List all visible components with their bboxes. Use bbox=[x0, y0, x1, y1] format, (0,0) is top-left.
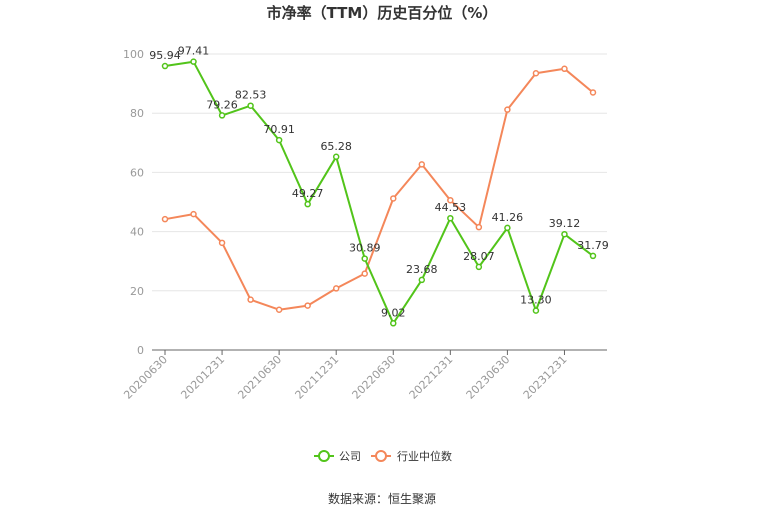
data-point bbox=[332, 153, 340, 161]
data-label: 70.91 bbox=[263, 123, 295, 136]
data-point bbox=[475, 223, 483, 231]
data-point bbox=[275, 306, 283, 313]
data-point bbox=[361, 255, 368, 262]
data-point bbox=[532, 69, 540, 77]
data-point bbox=[247, 102, 254, 109]
data-label: 44.53 bbox=[435, 201, 467, 214]
legend: 公司 行业中位数 bbox=[314, 449, 452, 463]
data-label: 82.53 bbox=[235, 89, 267, 102]
data-point bbox=[390, 320, 397, 327]
data-label: 39.12 bbox=[549, 217, 581, 230]
data-label: 9.02 bbox=[381, 306, 406, 319]
data-label: 13.30 bbox=[520, 294, 552, 307]
legend-label: 公司 bbox=[339, 450, 361, 463]
data-point bbox=[304, 200, 311, 208]
data-point bbox=[589, 89, 597, 96]
data-label: 23.68 bbox=[406, 263, 438, 276]
y-tick-label: 60 bbox=[130, 166, 144, 179]
data-point bbox=[475, 263, 483, 271]
data-point bbox=[332, 285, 340, 292]
y-tick-label: 0 bbox=[137, 344, 144, 357]
y-tick-label: 100 bbox=[123, 48, 144, 61]
data-point bbox=[418, 276, 426, 284]
data-point bbox=[589, 252, 597, 260]
source-note: 数据来源：恒生聚源 bbox=[328, 491, 436, 506]
legend-label: 行业中位数 bbox=[397, 449, 452, 463]
data-point bbox=[218, 239, 226, 247]
data-point bbox=[390, 195, 397, 202]
data-point bbox=[447, 196, 454, 204]
data-point bbox=[361, 270, 368, 277]
data-point bbox=[304, 302, 311, 309]
y-tick-label: 20 bbox=[130, 285, 144, 298]
y-tick-label: 40 bbox=[130, 226, 144, 239]
data-point bbox=[418, 161, 426, 168]
x-tick-label: 20230630 bbox=[464, 353, 513, 402]
y-axis: 0 20 40 60 80 100 bbox=[123, 48, 144, 357]
data-point bbox=[504, 224, 511, 232]
data-point bbox=[561, 230, 568, 238]
data-point bbox=[247, 296, 254, 303]
x-tick-label: 20211231 bbox=[293, 353, 342, 402]
data-label: 65.28 bbox=[320, 140, 352, 153]
data-point bbox=[190, 210, 197, 218]
series-layer bbox=[161, 58, 597, 327]
data-label: 97.41 bbox=[178, 45, 210, 58]
data-label: 95.94 bbox=[149, 49, 181, 62]
data-label: 31.79 bbox=[577, 239, 609, 252]
x-tick-label: 20220630 bbox=[350, 353, 399, 402]
data-point bbox=[161, 215, 169, 223]
x-tick-label: 20200630 bbox=[121, 353, 170, 402]
data-point bbox=[532, 307, 540, 314]
x-tick-label: 20201231 bbox=[178, 353, 227, 402]
data-label: 49.27 bbox=[292, 187, 324, 200]
data-point bbox=[275, 136, 283, 144]
data-point bbox=[561, 65, 568, 73]
data-point bbox=[504, 106, 511, 113]
data-label: 79.26 bbox=[206, 98, 238, 111]
data-label: 41.26 bbox=[492, 211, 524, 224]
x-tick-label: 20210630 bbox=[235, 353, 284, 402]
data-point bbox=[447, 214, 454, 222]
legend-marker bbox=[318, 450, 330, 462]
x-tick-label: 20231231 bbox=[521, 353, 570, 402]
x-axis: 20200630 20201231 20210630 20211231 20220630… bbox=[121, 349, 607, 402]
data-point bbox=[190, 58, 197, 65]
chart-title: 市净率（TTM）历史百分位（%） bbox=[267, 4, 498, 22]
data-point bbox=[161, 62, 169, 70]
data-label: 28.07 bbox=[463, 250, 495, 263]
x-tick-label: 20221231 bbox=[407, 353, 456, 402]
data-point bbox=[218, 112, 226, 119]
y-tick-label: 80 bbox=[130, 107, 144, 120]
data-label: 30.89 bbox=[349, 242, 381, 255]
legend-marker bbox=[375, 450, 387, 462]
series-line bbox=[164, 67, 594, 311]
grid bbox=[152, 53, 607, 292]
series-line bbox=[164, 60, 594, 325]
